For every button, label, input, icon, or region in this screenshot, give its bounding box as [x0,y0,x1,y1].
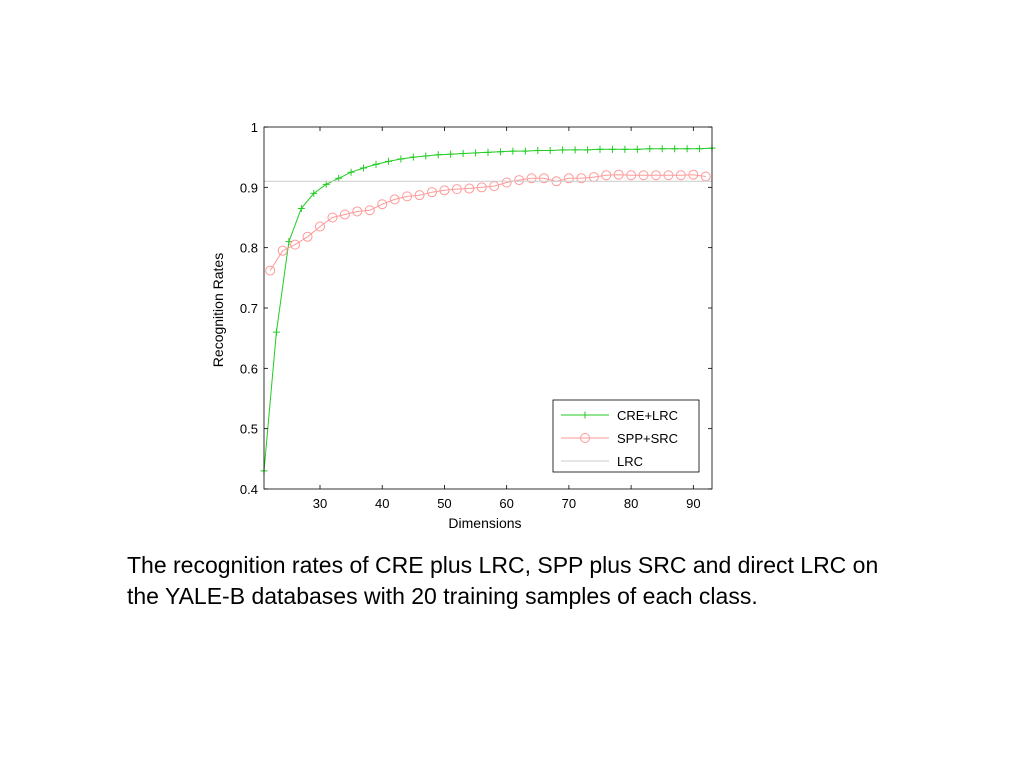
data-point [427,187,437,198]
legend-swatch-marker [580,433,590,443]
y-axis-label: Recognition Rates [210,253,226,367]
data-point [626,170,637,181]
data-point [315,221,325,232]
data-point [496,148,504,156]
data-point [526,173,537,184]
data-point [651,170,661,181]
data-point [521,147,529,155]
legend-item: SPP+SRC [561,431,678,446]
legend-label: CRE+LRC [617,408,678,423]
data-point [265,265,276,276]
data-point [322,180,330,188]
data-point [596,145,604,153]
data-point [663,170,674,181]
data-point [571,146,579,154]
data-point [377,199,388,210]
legend-box [552,399,700,473]
data-point [608,145,616,153]
data-point [509,147,517,155]
data-point [347,168,355,176]
x-tick-label: 40 [375,496,389,511]
data-point [501,177,512,188]
data-point [352,206,363,217]
data-point [439,185,450,196]
data-point [434,151,442,159]
x-tick-label: 70 [562,496,576,511]
x-tick-label: 30 [313,496,327,511]
x-tick-label: 80 [624,496,638,511]
data-point [464,183,475,194]
data-point [384,157,392,165]
y-tick-label: 1 [251,120,258,135]
data-point [277,245,288,256]
x-tick-label: 90 [686,496,700,511]
data-point [372,160,380,168]
data-point [459,150,467,158]
data-point [671,145,679,153]
data-point [546,147,554,155]
y-tick-label: 0.5 [240,422,258,437]
data-point [621,145,629,153]
data-point [613,169,624,180]
data-point [476,182,487,193]
data-point [422,152,430,160]
data-point [414,190,425,201]
data-point [675,170,686,181]
y-tick-label: 0.8 [240,241,258,256]
legend-label: SPP+SRC [617,431,678,446]
legend-item: LRC [561,454,643,469]
data-point [402,191,413,202]
x-axis-label: Dimensions [448,515,521,531]
data-point [658,145,666,153]
y-tick-label: 0.7 [240,301,258,316]
data-point [451,184,462,195]
data-point [683,145,691,153]
data-point [696,145,704,153]
data-point [559,146,567,154]
data-point [339,209,350,220]
data-point [302,231,313,242]
data-point [563,173,574,184]
data-point [576,173,587,184]
data-point [447,150,455,158]
legend-swatch-marker [581,411,589,419]
data-point [290,239,301,250]
data-point [364,205,375,216]
data-point [297,204,305,212]
data-point [633,145,641,153]
data-point [534,147,542,155]
x-tick-label: 60 [499,496,513,511]
data-point [638,170,649,181]
data-point [646,145,654,153]
y-tick-label: 0.9 [240,180,258,195]
data-point [389,194,400,205]
series-line [269,174,706,271]
data-point [409,153,417,161]
data-point [272,328,280,336]
legend-label: LRC [617,454,643,469]
data-point [397,155,405,163]
data-point [472,149,480,157]
data-point [360,164,368,172]
data-point [327,212,338,223]
data-point [514,175,525,186]
data-point [310,189,318,197]
x-tick-label: 50 [437,496,451,511]
series-spp-src [265,169,711,276]
data-point [335,174,343,182]
figure-caption: The recognition rates of CRE plus LRC, S… [127,552,879,609]
data-point [539,173,549,184]
data-point [584,146,592,154]
legend-item: CRE+LRC [561,408,678,423]
data-point [484,148,492,156]
data-point [601,170,612,181]
y-tick-label: 0.6 [240,361,258,376]
y-tick-label: 0.4 [240,482,258,497]
data-point [688,169,699,180]
series-cre-lrc [260,144,716,475]
